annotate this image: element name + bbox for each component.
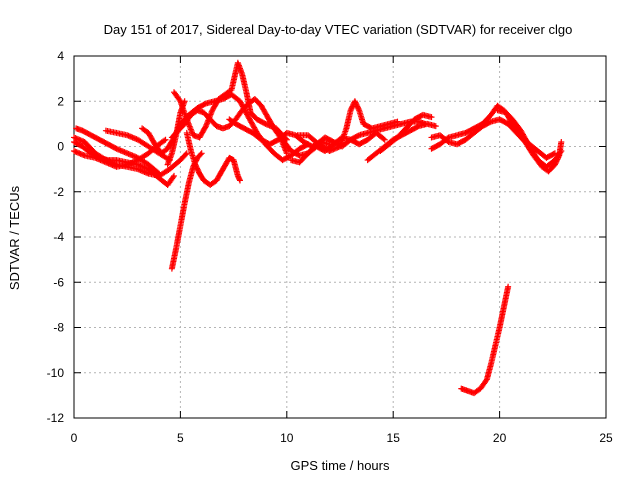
data-point bbox=[380, 135, 387, 142]
y-tick-label: -10 bbox=[47, 366, 65, 380]
y-tick-label: -2 bbox=[53, 185, 64, 199]
x-tick-label: 5 bbox=[177, 431, 184, 445]
data-point bbox=[550, 150, 557, 157]
y-axis-label: SDTVAR / TECUs bbox=[7, 185, 22, 290]
data-point bbox=[162, 136, 169, 143]
series-arc-21 bbox=[458, 283, 512, 397]
data-point bbox=[154, 169, 161, 176]
data-point bbox=[161, 137, 168, 144]
data-point bbox=[444, 135, 451, 142]
series-arc-10 bbox=[168, 150, 205, 272]
data-point bbox=[202, 124, 209, 131]
series-arc-15 bbox=[288, 129, 388, 166]
data-point bbox=[183, 150, 190, 157]
x-tick-label: 10 bbox=[280, 431, 294, 445]
chart-title: Day 151 of 2017, Sidereal Day-to-day VTE… bbox=[104, 22, 573, 37]
data-point bbox=[381, 136, 388, 143]
x-tick-label: 25 bbox=[599, 431, 613, 445]
data-point bbox=[394, 118, 401, 125]
series-arc-14 bbox=[294, 98, 401, 155]
y-tick-label: 0 bbox=[57, 140, 64, 154]
data-point bbox=[505, 283, 512, 290]
data-point bbox=[198, 150, 205, 157]
x-tick-label: 15 bbox=[387, 431, 401, 445]
y-tick-label: -4 bbox=[53, 230, 64, 244]
data-point bbox=[486, 119, 493, 126]
data-point bbox=[414, 123, 421, 130]
y-tick-label: -6 bbox=[53, 275, 64, 289]
series-arc-18 bbox=[428, 116, 565, 175]
data-point bbox=[558, 138, 565, 145]
series-arc-11 bbox=[164, 98, 188, 168]
data-point bbox=[428, 114, 435, 121]
data-point bbox=[170, 174, 177, 181]
data-point bbox=[156, 170, 163, 177]
data-point bbox=[197, 151, 204, 158]
data-point bbox=[171, 172, 178, 179]
marks bbox=[71, 59, 565, 397]
data-point bbox=[201, 101, 208, 108]
series-arc-20 bbox=[494, 107, 558, 161]
data-point bbox=[432, 123, 439, 130]
data-point bbox=[355, 106, 362, 113]
data-point bbox=[551, 150, 558, 157]
data-point bbox=[558, 148, 565, 155]
y-tick-label: 2 bbox=[57, 94, 64, 108]
series-arc-4 bbox=[73, 125, 163, 177]
y-tick-label: 4 bbox=[57, 49, 64, 63]
y-tick-label: -12 bbox=[47, 411, 65, 425]
data-point bbox=[236, 177, 243, 184]
data-point bbox=[482, 377, 489, 384]
data-point bbox=[182, 151, 189, 158]
data-point bbox=[283, 150, 290, 157]
x-axis-label: GPS time / hours bbox=[291, 458, 390, 473]
series-arc-17 bbox=[377, 111, 435, 155]
data-point bbox=[354, 132, 361, 139]
data-point bbox=[181, 98, 188, 105]
data-point bbox=[557, 149, 564, 156]
y-tick-label: -8 bbox=[53, 321, 64, 335]
x-tick-label: 0 bbox=[71, 431, 78, 445]
x-tick-label: 20 bbox=[493, 431, 507, 445]
